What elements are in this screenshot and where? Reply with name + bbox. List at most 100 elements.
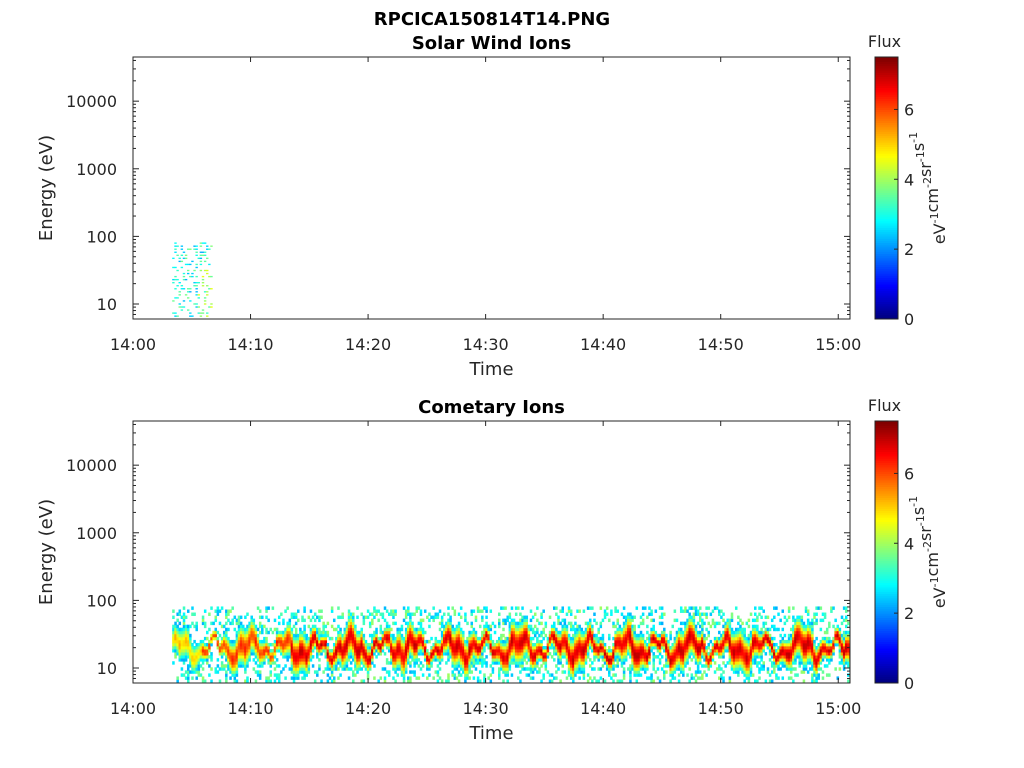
flux-cell (354, 633, 357, 638)
flux-cell (390, 649, 393, 653)
flux-cell (588, 633, 592, 638)
flux-cell (527, 646, 531, 650)
flux-cell (273, 646, 277, 650)
flux-cell (227, 612, 230, 616)
flux-cell (195, 667, 198, 671)
flux-cell (368, 652, 372, 656)
flux-cell (643, 667, 647, 671)
flux-cell (711, 646, 715, 650)
flux-cell (675, 618, 679, 623)
flux-cell (455, 664, 459, 668)
flux-cell (792, 639, 795, 644)
flux-cell (203, 297, 207, 299)
flux-cell (679, 661, 683, 665)
flux-cell (197, 664, 201, 668)
flux-cell (464, 664, 467, 668)
flux-cell (453, 612, 457, 616)
flux-cell (339, 636, 342, 641)
flux-cell (775, 649, 778, 653)
flux-cell (500, 655, 503, 659)
flux-cell (665, 670, 668, 674)
flux-cell (231, 621, 234, 626)
flux-cell (696, 642, 700, 647)
flux-cell (299, 633, 302, 638)
flux-cell (324, 649, 328, 653)
flux-cell (557, 618, 560, 623)
flux-cell (428, 658, 431, 662)
flux-cell (409, 652, 412, 656)
flux-cell (694, 661, 698, 665)
flux-cell (303, 676, 306, 680)
flux-cell (627, 633, 630, 638)
flux-cell (675, 649, 679, 653)
flux-cell (559, 639, 562, 644)
flux-cell (533, 652, 537, 656)
flux-cell (669, 661, 672, 665)
flux-cell (576, 646, 579, 650)
flux-cell (432, 618, 435, 623)
flux-cell (201, 275, 205, 278)
flux-cell (453, 639, 457, 644)
flux-cell (201, 639, 205, 644)
flux-cell (476, 609, 480, 613)
flux-cell (428, 618, 431, 623)
flux-cell (593, 652, 596, 656)
flux-cell (713, 642, 717, 647)
flux-cell (385, 633, 389, 638)
flux-cell (426, 652, 429, 656)
flux-cell (686, 655, 689, 659)
flux-cell (506, 655, 509, 659)
flux-cell (754, 655, 757, 659)
flux-cell (726, 646, 730, 650)
flux-cell (356, 639, 359, 644)
flux-cell (186, 609, 190, 613)
flux-cell (701, 639, 704, 644)
flux-cell (343, 664, 347, 668)
flux-cell (806, 639, 810, 644)
flux-cell (237, 652, 241, 656)
flux-cell (834, 642, 837, 647)
flux-cell (796, 639, 799, 644)
flux-cell (682, 652, 685, 656)
flux-cell (633, 646, 636, 650)
flux-cell (182, 257, 186, 260)
flux-cell (284, 642, 287, 647)
flux-cell (385, 658, 389, 662)
flux-cell (305, 633, 308, 638)
flux-cell (440, 679, 444, 683)
colorbar-swatch (875, 292, 898, 296)
flux-cell (654, 633, 658, 638)
flux-cell (235, 639, 239, 644)
flux-cell (208, 646, 211, 650)
flux-cell (335, 636, 338, 641)
flux-cell (320, 630, 323, 635)
flux-cell (476, 642, 480, 647)
flux-cell (273, 673, 277, 677)
flux-cell (197, 642, 201, 647)
flux-cell (326, 630, 330, 635)
flux-cell (529, 624, 533, 629)
flux-cell (726, 624, 730, 629)
flux-cell (195, 646, 198, 650)
flux-cell (519, 630, 522, 635)
flux-cell (597, 646, 600, 650)
flux-cell (478, 636, 482, 641)
flux-cell (754, 618, 757, 623)
flux-cell (777, 649, 780, 653)
flux-cell (616, 652, 620, 656)
flux-cell (593, 655, 596, 659)
flux-cell (495, 661, 499, 665)
flux-cell (387, 627, 391, 632)
flux-cell (341, 615, 344, 620)
flux-cell (572, 642, 575, 647)
flux-cell (586, 636, 590, 641)
flux-cell (487, 639, 490, 644)
flux-cell (208, 673, 211, 677)
flux-cell (189, 639, 192, 644)
flux-cell (550, 630, 554, 635)
flux-cell (743, 652, 746, 656)
flux-cell (813, 652, 816, 656)
flux-cell (409, 615, 412, 620)
flux-cell (506, 615, 509, 620)
flux-cell (447, 618, 450, 623)
